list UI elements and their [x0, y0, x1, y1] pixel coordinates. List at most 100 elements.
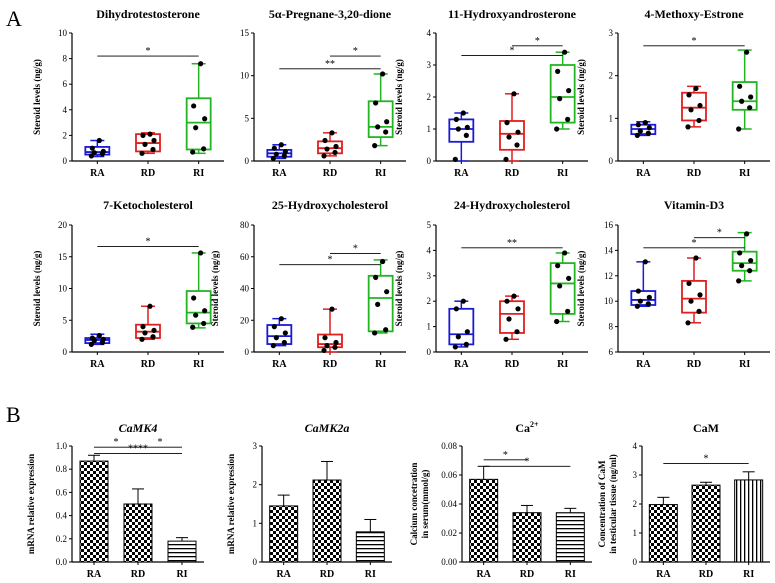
data-point: [150, 146, 156, 153]
y-tick-label: 12: [604, 271, 613, 281]
data-point: [645, 301, 651, 307]
data-point: [333, 143, 339, 150]
y-tick-label: 1: [253, 518, 258, 528]
y-tick-label: 4: [63, 105, 68, 115]
bar-RI: [734, 471, 764, 563]
chart-title: 11-Hydroxyandrosterone: [448, 7, 577, 21]
y-tick-label: 14: [604, 245, 614, 255]
data-point: [642, 120, 648, 126]
data-point: [686, 92, 692, 98]
box-iqr: [367, 274, 394, 333]
significance-label: **: [507, 238, 517, 249]
bar: [555, 512, 585, 563]
x-tick-label: RI: [193, 168, 204, 179]
significance-label: ****: [128, 444, 148, 455]
data-point: [96, 332, 102, 339]
data-point: [506, 316, 512, 322]
box-iqr: [185, 97, 212, 151]
data-point: [515, 129, 521, 135]
chart-title: CaMK4: [119, 421, 158, 435]
y-tick-label: 0.04: [441, 499, 457, 509]
y-tick-label: 2: [253, 480, 258, 490]
data-point: [452, 156, 458, 162]
y-tick-label: 0.6: [56, 487, 68, 497]
bar-RI: [355, 518, 385, 563]
y-tick-label: 10: [604, 296, 614, 306]
data-point: [736, 126, 742, 132]
box-RD: [681, 255, 707, 326]
bar-RI: [555, 507, 585, 563]
x-tick-label: RD: [520, 569, 534, 580]
data-point: [739, 263, 745, 269]
y-tick-label: 0.02: [441, 528, 457, 538]
significance-bracket: *: [461, 45, 563, 56]
data-point: [744, 231, 750, 237]
x-tick-label: RD: [323, 359, 337, 370]
y-tick-label: 0: [245, 347, 250, 357]
data-point: [464, 329, 470, 335]
data-point: [562, 250, 568, 256]
significance-bracket: *: [97, 237, 199, 248]
box-RD: [135, 303, 161, 342]
y-tick-label: 3: [427, 60, 432, 70]
box-RD: [135, 131, 161, 156]
panel-label-a: A: [6, 6, 22, 31]
data-point: [140, 324, 146, 330]
data-point: [646, 125, 652, 131]
x-tick-label: RD: [699, 569, 713, 580]
significance-label: *: [353, 46, 358, 57]
bar-RD: [312, 460, 342, 563]
data-point: [282, 149, 288, 155]
y-tick-label: 5: [245, 113, 250, 123]
significance-label: *: [328, 255, 333, 266]
x-tick-label: RI: [193, 359, 204, 370]
bar: [355, 531, 385, 563]
x-tick-label: RI: [743, 569, 754, 580]
chart-a7: 24-Hydroxycholesterol 0 1 2 3 4 5 Steroid level…: [394, 198, 588, 370]
x-tick-label: RI: [557, 359, 568, 370]
data-point: [744, 49, 750, 55]
y-tick-label: 80: [240, 220, 250, 230]
data-point: [514, 329, 520, 335]
y-tick-label: 8: [609, 322, 614, 332]
data-point: [100, 148, 106, 154]
data-point: [89, 335, 95, 341]
data-point: [463, 341, 469, 347]
significance-label: *: [114, 437, 119, 448]
significance-bracket: **: [461, 238, 563, 249]
y-tick-label: 3: [633, 470, 638, 480]
box-RD: [317, 130, 343, 159]
y-tick-label: 3: [253, 441, 258, 451]
data-point: [383, 129, 389, 135]
data-point: [645, 130, 651, 136]
y-tick-label: 1: [633, 528, 638, 538]
data-point: [88, 341, 94, 347]
box-RD: [499, 293, 525, 342]
data-point: [329, 306, 335, 312]
data-point: [147, 303, 153, 309]
chart-a4: 4-Methoxy-Estrone 0 1 2 3 Steroid levels (ng/…: [576, 7, 770, 179]
significance-label: *: [158, 437, 163, 448]
significance-bracket: **: [279, 59, 381, 70]
box-RI: [367, 258, 394, 336]
y-axis-label: Steroid levels (ng/g): [32, 251, 42, 327]
data-point: [151, 327, 157, 334]
data-point: [504, 298, 510, 304]
data-point: [693, 255, 699, 261]
data-point: [273, 151, 279, 157]
data-point: [193, 125, 199, 131]
y-tick-label: 4: [427, 28, 432, 38]
data-point: [693, 85, 699, 92]
y-tick-label: 0: [427, 347, 432, 357]
data-point: [140, 132, 146, 138]
box-RI: [549, 49, 576, 132]
data-point: [373, 274, 379, 280]
data-point: [747, 105, 753, 111]
data-point: [198, 250, 204, 256]
data-point: [201, 320, 207, 327]
data-point: [271, 324, 277, 330]
y-axis-label: Steroid levels (ng/g): [32, 59, 42, 135]
data-point: [91, 150, 97, 156]
data-point: [190, 324, 196, 330]
